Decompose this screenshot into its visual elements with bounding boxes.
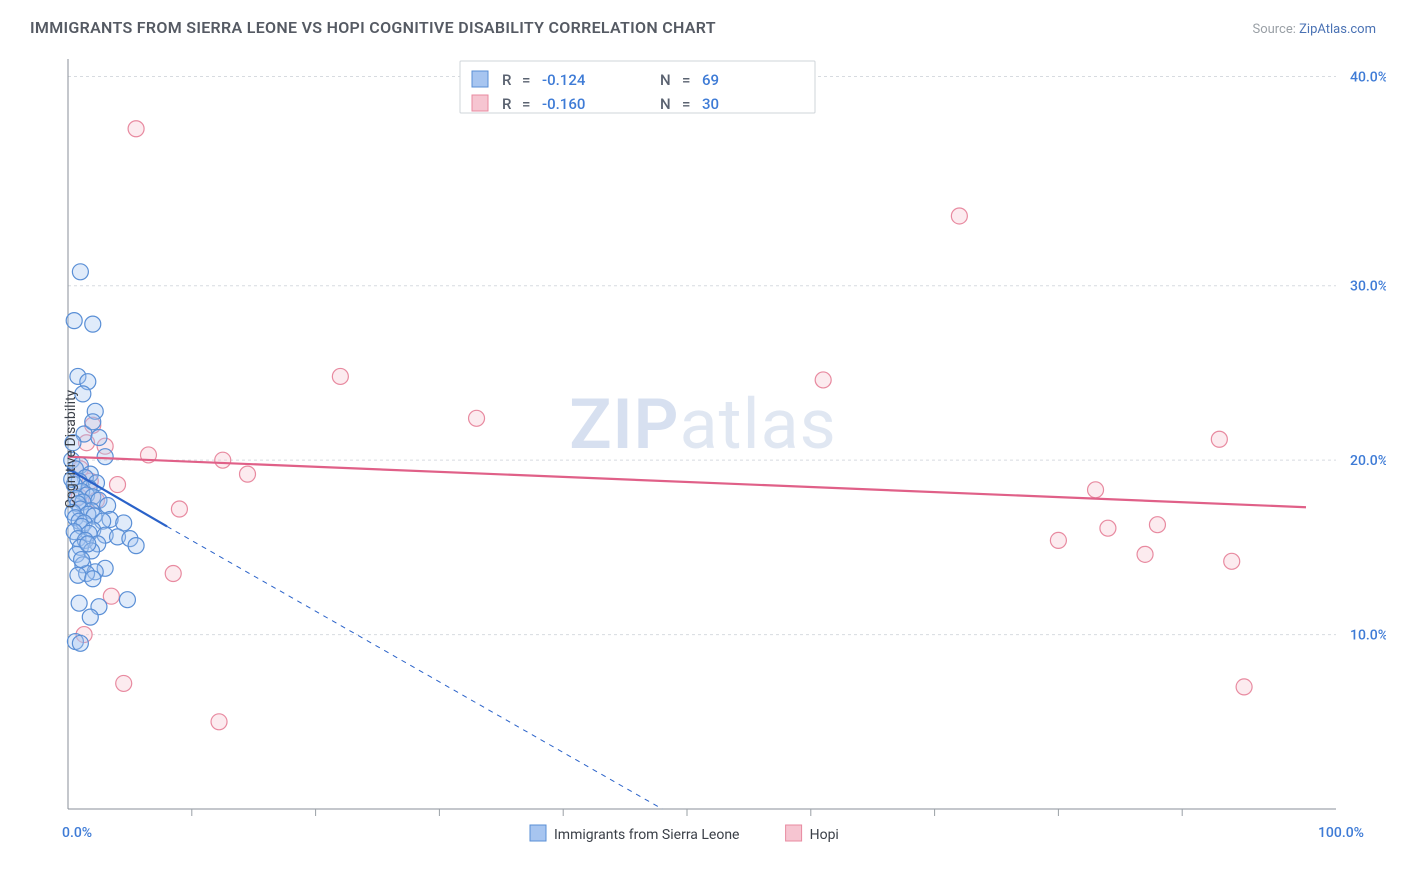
scatter-point bbox=[211, 714, 227, 730]
scatter-point bbox=[91, 429, 107, 445]
scatter-point bbox=[74, 552, 90, 568]
scatter-point bbox=[1149, 517, 1165, 533]
svg-text:69: 69 bbox=[702, 71, 719, 89]
svg-text:=: = bbox=[522, 71, 530, 89]
scatter-point bbox=[71, 595, 87, 611]
chart-title: IMMIGRANTS FROM SIERRA LEONE VS HOPI COG… bbox=[30, 18, 716, 37]
scatter-point bbox=[951, 208, 967, 224]
scatter-point bbox=[72, 635, 88, 651]
scatter-point bbox=[80, 536, 96, 552]
scatter-point bbox=[1137, 546, 1153, 562]
scatter-point bbox=[66, 313, 82, 329]
svg-text:=: = bbox=[682, 71, 690, 89]
source-attribution: Source: ZipAtlas.com bbox=[1252, 18, 1376, 37]
svg-text:40.0%: 40.0% bbox=[1350, 69, 1386, 85]
source-link[interactable]: ZipAtlas.com bbox=[1299, 22, 1376, 37]
y-axis-label: Cognitive Disability bbox=[63, 390, 79, 508]
trend-line-hopi bbox=[68, 457, 1306, 508]
chart-container: Cognitive Disability ZIPatlas 10.0%20.0%… bbox=[20, 49, 1386, 849]
svg-text:30.0%: 30.0% bbox=[1350, 279, 1386, 295]
svg-text:R: R bbox=[502, 71, 512, 89]
svg-text:-0.124: -0.124 bbox=[542, 71, 586, 89]
scatter-point bbox=[469, 410, 485, 426]
scatter-point bbox=[1050, 532, 1066, 548]
scatter-point bbox=[72, 264, 88, 280]
scatter-point bbox=[119, 592, 135, 608]
trend-extension-sierra-leone bbox=[167, 526, 662, 809]
svg-text:10.0%: 10.0% bbox=[1350, 628, 1386, 644]
scatter-point bbox=[171, 501, 187, 517]
scatter-point bbox=[240, 466, 256, 482]
scatter-point bbox=[128, 538, 144, 554]
scatter-point bbox=[332, 368, 348, 384]
legend-bottom: Immigrants from Sierra Leone Hopi bbox=[530, 825, 839, 843]
scatter-point bbox=[1088, 482, 1104, 498]
scatter-point bbox=[165, 566, 181, 582]
svg-text:N: N bbox=[660, 71, 671, 89]
scatter-point bbox=[815, 372, 831, 388]
scatter-chart: 10.0% 20.0% 30.0% 40.0% 0.0% 100.0% R = -0.124 N =… bbox=[20, 49, 1386, 849]
chart-header: IMMIGRANTS FROM SIERRA LEONE VS HOPI COG… bbox=[20, 10, 1386, 49]
svg-text:N: N bbox=[660, 95, 671, 113]
svg-text:R: R bbox=[502, 95, 512, 113]
scatter-point bbox=[100, 498, 116, 514]
scatter-point bbox=[215, 452, 231, 468]
svg-text:=: = bbox=[522, 95, 530, 113]
source-prefix: Source: bbox=[1252, 22, 1299, 37]
svg-text:Hopi: Hopi bbox=[810, 827, 839, 843]
scatter-point bbox=[1100, 520, 1116, 536]
scatter-point bbox=[116, 675, 132, 691]
svg-text:Immigrants from Sierra Leone: Immigrants from Sierra Leone bbox=[554, 827, 739, 843]
svg-text:0.0%: 0.0% bbox=[62, 825, 92, 841]
svg-text:20.0%: 20.0% bbox=[1350, 453, 1386, 469]
scatter-point bbox=[85, 414, 101, 430]
svg-text:30: 30 bbox=[702, 95, 719, 113]
scatter-point bbox=[85, 316, 101, 332]
svg-text:=: = bbox=[682, 95, 690, 113]
scatter-point bbox=[1211, 431, 1227, 447]
svg-text:100.0%: 100.0% bbox=[1318, 825, 1364, 841]
scatter-point bbox=[82, 609, 98, 625]
scatter-point bbox=[1236, 679, 1252, 695]
scatter-point bbox=[85, 571, 101, 587]
svg-text:-0.160: -0.160 bbox=[542, 95, 585, 113]
scatter-point bbox=[70, 567, 86, 583]
scatter-point bbox=[110, 477, 126, 493]
stats-box: R = -0.124 N = 69 R = -0.160 N = 30 bbox=[460, 61, 815, 113]
scatter-point bbox=[128, 121, 144, 137]
scatter-point bbox=[97, 449, 113, 465]
scatter-point bbox=[1224, 553, 1240, 569]
